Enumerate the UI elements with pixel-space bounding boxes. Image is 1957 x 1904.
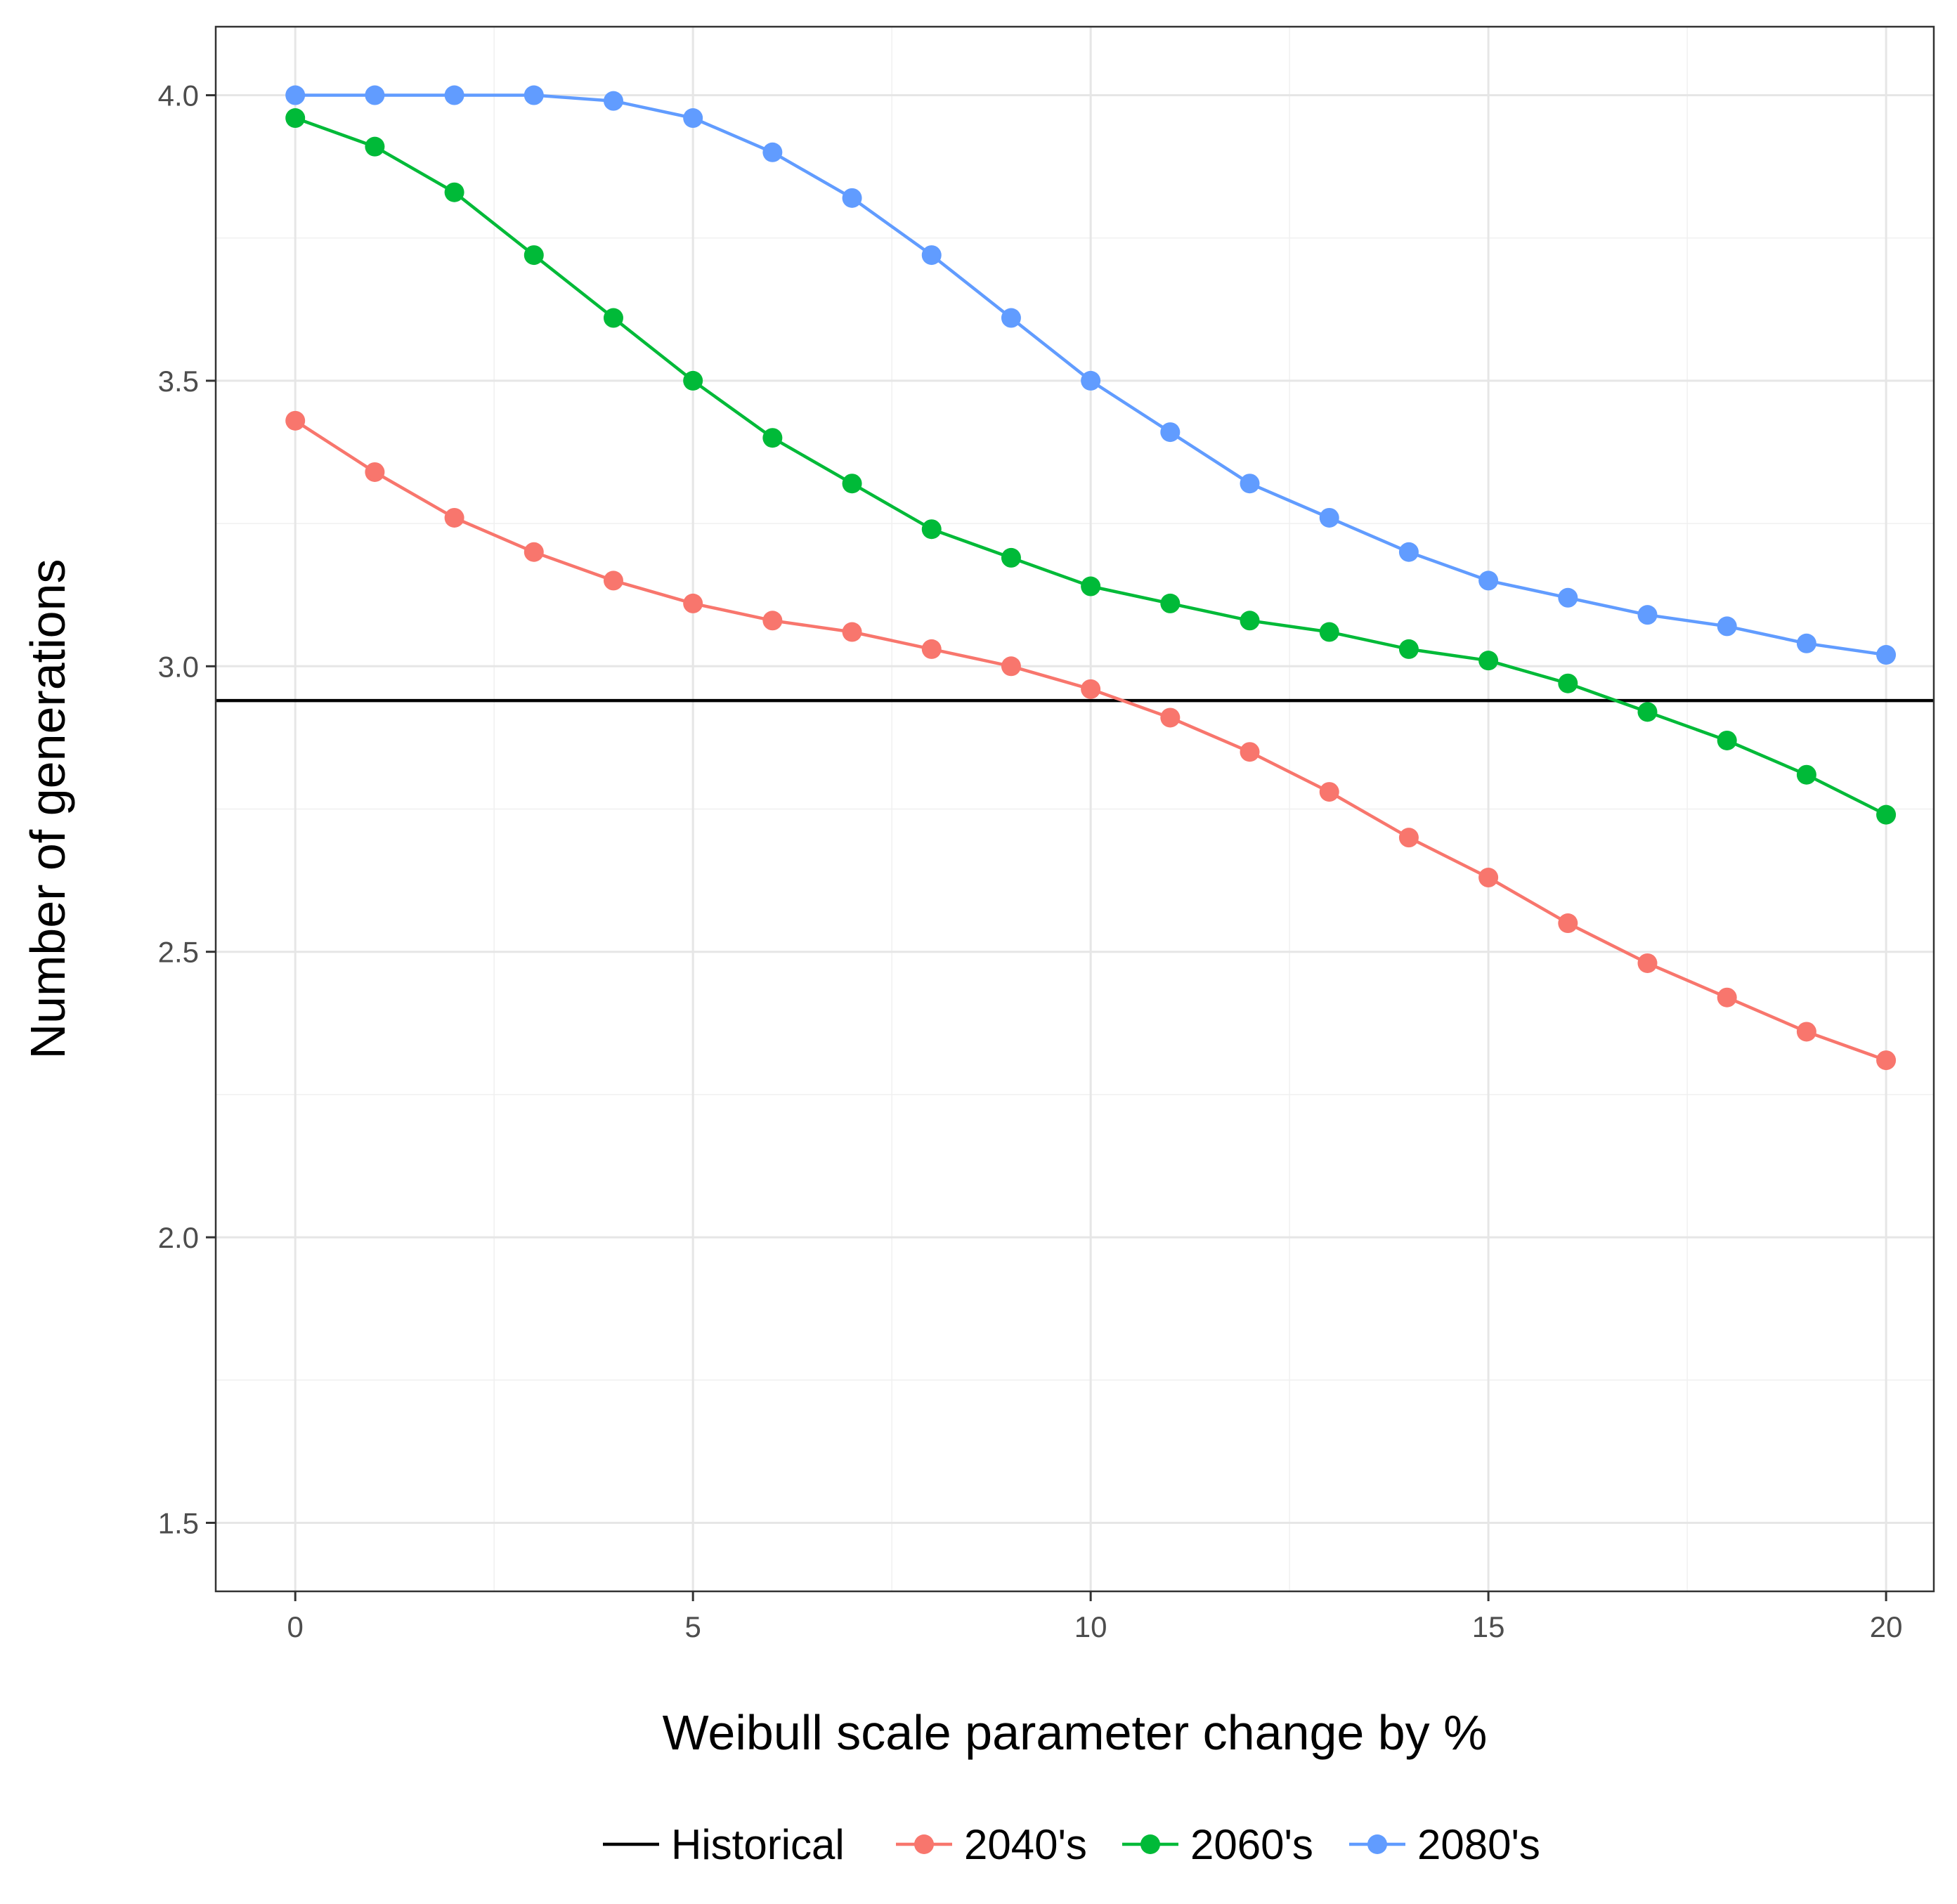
- data-point: [1081, 370, 1101, 391]
- y-axis-title: Number of generations: [20, 559, 75, 1059]
- y-tick-label: 4.0: [158, 79, 199, 112]
- data-point: [1478, 651, 1499, 671]
- y-tick-label: 3.5: [158, 365, 199, 398]
- grid: [216, 27, 1934, 1591]
- x-tick-label: 15: [1472, 1610, 1505, 1643]
- data-point: [1398, 542, 1419, 562]
- data-point: [524, 542, 544, 562]
- data-point: [1001, 656, 1021, 677]
- data-point: [1319, 782, 1339, 802]
- legend-item: Historical: [603, 1821, 845, 1868]
- data-point: [1876, 645, 1897, 665]
- data-point: [603, 308, 623, 328]
- data-point: [1001, 547, 1021, 568]
- data-point: [1717, 616, 1737, 637]
- data-point: [1796, 1022, 1816, 1042]
- legend-key-point: [914, 1834, 934, 1854]
- data-point: [921, 519, 942, 540]
- data-point: [365, 462, 385, 482]
- legend-label: 2060's: [1190, 1821, 1313, 1868]
- legend-item: 2060's: [1122, 1821, 1313, 1868]
- data-point: [1240, 611, 1260, 631]
- data-point: [683, 108, 703, 129]
- data-point: [1717, 987, 1737, 1008]
- y-tick-label: 2.5: [158, 936, 199, 969]
- x-tick-label: 10: [1074, 1610, 1107, 1643]
- legend-key-point: [1140, 1834, 1160, 1854]
- data-point: [1319, 622, 1339, 642]
- data-point: [285, 85, 306, 105]
- legend-label: 2040's: [964, 1821, 1087, 1868]
- data-point: [1558, 587, 1578, 608]
- plot-panel-border: [214, 25, 1935, 1593]
- data-point: [1478, 868, 1499, 888]
- data-point: [842, 622, 862, 642]
- data-point: [1796, 633, 1816, 653]
- data-point: [842, 474, 862, 494]
- data-point: [1717, 730, 1737, 750]
- data-point: [1001, 308, 1021, 328]
- data-point: [683, 593, 703, 613]
- data-point: [603, 91, 623, 111]
- data-point: [1160, 422, 1181, 443]
- data-point: [444, 85, 464, 105]
- data-point: [1240, 474, 1260, 494]
- data-point: [365, 136, 385, 157]
- x-axis-title: Weibull scale parameter change by %: [663, 1705, 1488, 1760]
- data-point: [1558, 913, 1578, 934]
- series-2040s: [285, 410, 1897, 1071]
- data-point: [1398, 828, 1419, 848]
- x-tick-label: 20: [1870, 1610, 1903, 1643]
- data-point: [762, 142, 783, 162]
- data-point: [285, 108, 306, 129]
- data-point: [444, 182, 464, 202]
- data-point: [444, 507, 464, 528]
- data-point: [1319, 507, 1339, 528]
- series-2080s: [285, 85, 1897, 665]
- legend-label: Historical: [671, 1821, 845, 1868]
- data-point: [1637, 702, 1658, 722]
- data-point: [1478, 570, 1499, 591]
- data-point: [1876, 804, 1897, 825]
- data-point: [762, 428, 783, 448]
- data-point: [285, 410, 306, 431]
- legend-key-point: [1367, 1834, 1387, 1854]
- data-point: [524, 245, 544, 266]
- data-point: [1637, 953, 1658, 973]
- legend-label: 2080's: [1417, 1821, 1540, 1868]
- data-point: [921, 245, 942, 266]
- data-point: [921, 639, 942, 659]
- series-layer: [285, 85, 1897, 1071]
- data-point: [1081, 576, 1101, 596]
- data-point: [1796, 764, 1816, 785]
- axis-ticks: 0 5 10 15 20 1.5 2.0 2.5 3.0 3.5 4.0: [158, 79, 1903, 1643]
- data-point: [1160, 593, 1181, 613]
- y-tick-label: 2.0: [158, 1221, 199, 1254]
- data-point: [683, 370, 703, 391]
- y-tick-label: 3.0: [158, 650, 199, 683]
- data-point: [762, 611, 783, 631]
- x-tick-label: 0: [287, 1610, 304, 1643]
- legend-item: 2080's: [1349, 1821, 1540, 1868]
- legend: Historical 2040's 2060's 2080's: [603, 1821, 1540, 1868]
- data-point: [1081, 679, 1101, 699]
- legend-item: 2040's: [896, 1821, 1087, 1868]
- y-tick-label: 1.5: [158, 1506, 199, 1539]
- data-point: [1876, 1050, 1897, 1071]
- data-point: [1160, 708, 1181, 728]
- data-point: [1558, 673, 1578, 693]
- series-2060s: [285, 108, 1897, 825]
- data-point: [603, 570, 623, 591]
- data-point: [524, 85, 544, 105]
- data-point: [1637, 605, 1658, 625]
- data-point: [365, 85, 385, 105]
- data-point: [1398, 639, 1419, 659]
- data-point: [1240, 742, 1260, 762]
- data-point: [842, 188, 862, 208]
- x-tick-label: 5: [684, 1610, 701, 1643]
